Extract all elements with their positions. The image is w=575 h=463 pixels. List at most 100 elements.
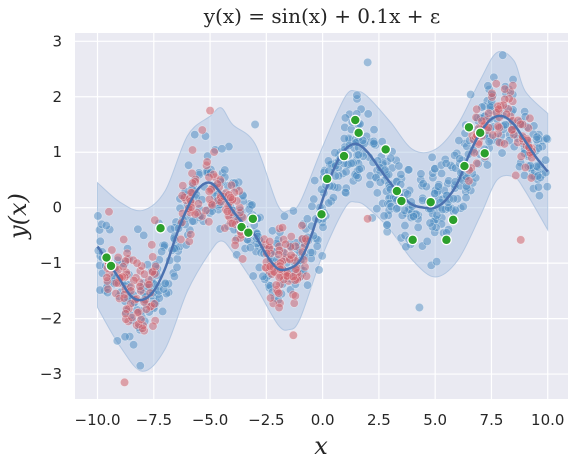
blue-point <box>394 161 404 171</box>
blue-point <box>354 150 364 160</box>
blue-point <box>369 125 379 135</box>
x-tick-label: −5.0 <box>192 411 228 429</box>
blue-point <box>430 189 440 199</box>
red-point <box>202 157 212 167</box>
green-point <box>391 185 403 197</box>
blue-point <box>120 332 130 342</box>
red-point <box>197 125 207 135</box>
green-point <box>479 147 491 159</box>
green-point <box>459 160 470 172</box>
red-point <box>491 79 501 89</box>
green-point <box>353 127 365 139</box>
red-point <box>363 214 373 224</box>
green-point <box>338 150 350 162</box>
blue-point <box>339 134 349 144</box>
blue-point <box>248 271 258 281</box>
blue-point <box>312 241 322 251</box>
red-point <box>288 330 298 340</box>
blue-point <box>382 220 392 230</box>
red-point <box>226 193 236 203</box>
blue-point <box>532 132 542 142</box>
red-point <box>230 240 240 250</box>
blue-point <box>340 113 350 123</box>
blue-point <box>166 224 176 234</box>
green-point <box>155 222 166 234</box>
red-point <box>227 218 237 228</box>
blue-point <box>346 158 356 168</box>
red-point <box>499 139 509 149</box>
red-point <box>286 232 296 242</box>
red-point <box>147 240 157 250</box>
red-point <box>149 299 159 309</box>
red-point <box>516 119 526 129</box>
red-point <box>487 88 497 98</box>
red-point <box>266 293 276 303</box>
red-point <box>139 269 149 279</box>
green-point <box>380 144 392 155</box>
blue-point <box>323 156 333 166</box>
blue-point <box>317 251 327 261</box>
green-point <box>247 213 259 225</box>
red-point <box>107 245 117 255</box>
blue-point <box>372 204 382 214</box>
blue-point <box>542 133 552 143</box>
blue-point <box>432 257 442 267</box>
blue-point <box>369 138 379 148</box>
blue-point <box>372 188 382 198</box>
red-point <box>104 207 114 217</box>
red-point <box>472 104 482 114</box>
red-point <box>265 236 275 246</box>
blue-point <box>95 285 105 295</box>
red-point <box>281 239 291 249</box>
blue-point <box>483 81 493 91</box>
blue-point <box>341 167 351 177</box>
green-point <box>349 114 361 126</box>
red-point <box>464 176 474 186</box>
blue-point <box>534 191 544 201</box>
red-point <box>525 113 535 123</box>
green-point <box>321 173 333 185</box>
blue-point <box>403 165 413 175</box>
blue-point <box>340 187 350 197</box>
red-point <box>288 272 298 282</box>
blue-point <box>413 222 423 232</box>
red-point <box>119 293 129 303</box>
x-tick-label: −7.5 <box>136 411 172 429</box>
blue-point <box>139 230 149 240</box>
x-tick-label: 10.0 <box>531 411 564 429</box>
y-tick-label: 3 <box>52 32 62 50</box>
red-point <box>177 191 187 201</box>
red-point <box>188 178 198 188</box>
red-point <box>132 258 142 268</box>
blue-point <box>310 176 320 186</box>
red-point <box>493 121 503 131</box>
blue-point <box>245 243 255 253</box>
green-point <box>474 127 486 139</box>
blue-point <box>418 179 428 189</box>
blue-point <box>497 148 507 158</box>
blue-point <box>365 179 375 189</box>
red-point <box>201 206 211 216</box>
red-point <box>516 235 526 245</box>
y-tick-label: 1 <box>52 143 62 161</box>
red-point <box>222 206 232 216</box>
blue-point <box>408 212 418 222</box>
blue-point <box>392 204 402 214</box>
red-point <box>286 250 296 260</box>
red-point <box>186 230 196 240</box>
red-point <box>188 145 198 155</box>
blue-point <box>379 211 389 221</box>
red-point <box>135 282 145 292</box>
red-point <box>511 170 521 180</box>
y-axis-label: y(x) <box>4 193 32 240</box>
red-point <box>477 116 487 126</box>
red-point <box>151 262 161 272</box>
blue-point <box>375 177 385 187</box>
red-point <box>145 288 155 298</box>
blue-point <box>112 336 122 346</box>
blue-point <box>352 90 362 100</box>
red-point <box>119 234 129 244</box>
green-point <box>242 227 254 239</box>
green-point <box>447 214 459 226</box>
